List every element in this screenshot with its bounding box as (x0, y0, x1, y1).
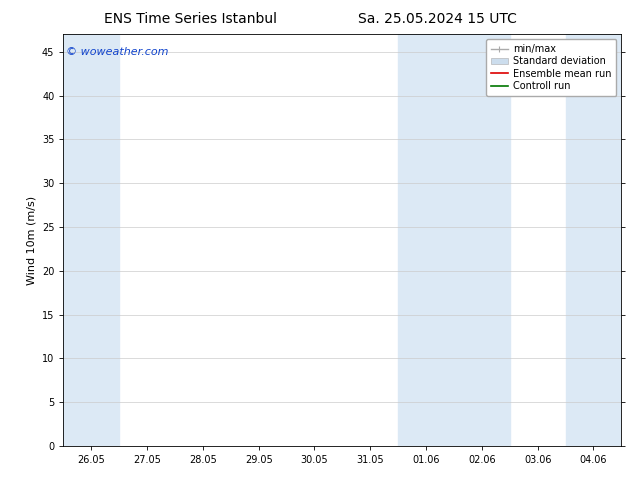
Y-axis label: Wind 10m (m/s): Wind 10m (m/s) (27, 196, 36, 285)
Legend: min/max, Standard deviation, Ensemble mean run, Controll run: min/max, Standard deviation, Ensemble me… (486, 39, 616, 96)
Text: Sa. 25.05.2024 15 UTC: Sa. 25.05.2024 15 UTC (358, 12, 517, 26)
Bar (63, 34, 119, 446)
Bar (398, 34, 510, 446)
Text: ENS Time Series Istanbul: ENS Time Series Istanbul (104, 12, 276, 26)
Text: © woweather.com: © woweather.com (66, 47, 169, 57)
Bar (566, 34, 621, 446)
